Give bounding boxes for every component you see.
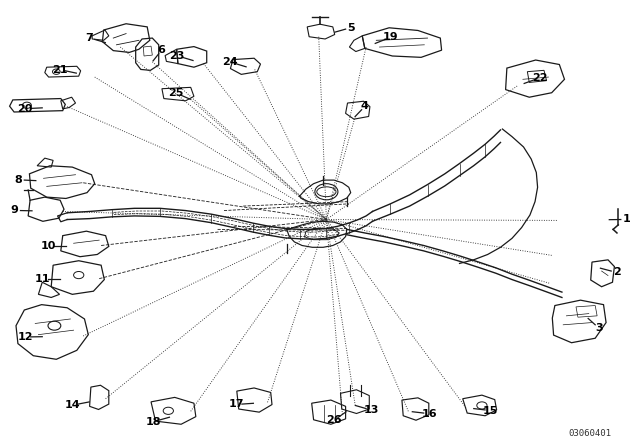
Text: 12: 12 bbox=[17, 332, 33, 342]
Text: 17: 17 bbox=[228, 400, 244, 409]
Text: 26: 26 bbox=[326, 415, 342, 426]
Text: 25: 25 bbox=[168, 88, 183, 98]
Text: 1: 1 bbox=[623, 215, 630, 224]
Text: 18: 18 bbox=[146, 417, 161, 427]
Text: 16: 16 bbox=[422, 409, 437, 419]
Text: 21: 21 bbox=[52, 65, 67, 75]
Text: 8: 8 bbox=[15, 175, 22, 185]
Text: 23: 23 bbox=[170, 51, 185, 61]
Text: 4: 4 bbox=[361, 101, 369, 112]
Text: 15: 15 bbox=[483, 405, 499, 416]
Text: 20: 20 bbox=[17, 103, 33, 114]
Text: 6: 6 bbox=[157, 45, 166, 55]
Text: 7: 7 bbox=[86, 33, 93, 43]
Text: 14: 14 bbox=[65, 400, 81, 410]
Text: 10: 10 bbox=[41, 241, 56, 250]
Text: 22: 22 bbox=[532, 73, 547, 83]
Text: 24: 24 bbox=[223, 57, 238, 67]
Text: 5: 5 bbox=[347, 22, 355, 33]
Text: 03060401: 03060401 bbox=[568, 429, 611, 438]
Text: 13: 13 bbox=[364, 405, 379, 415]
Text: 19: 19 bbox=[383, 32, 398, 43]
Text: 3: 3 bbox=[595, 323, 602, 333]
Text: 11: 11 bbox=[35, 274, 50, 284]
Text: 2: 2 bbox=[612, 267, 620, 277]
Text: 9: 9 bbox=[11, 206, 19, 215]
